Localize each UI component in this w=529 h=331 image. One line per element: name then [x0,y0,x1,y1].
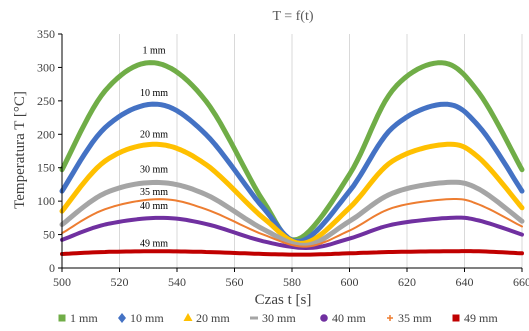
legend-marker [118,313,126,323]
annotations: 1 mm 10 mm 20 mm 30 mm 35 mm 40 mm 49 mm [140,46,168,250]
legend-marker [58,314,66,322]
series-annotation: 20 mm [140,129,168,140]
series-line-35-mm [61,198,523,248]
series-annotation: 49 mm [140,238,168,249]
legend-label: 10 mm [130,311,164,325]
legend-entry: 40 mm [320,311,366,325]
series-line-30-mm [59,179,525,248]
series-line-40-mm [60,215,524,250]
legend-marker [250,316,258,320]
y-tick-label: 200 [37,127,55,141]
x-tick-label: 500 [53,275,71,289]
legend-marker [183,313,193,321]
x-tick-label: 640 [456,275,474,289]
legend-label: 20 mm [196,311,230,325]
x-tick-label: 580 [283,275,301,289]
legend-entry: 35 mm [387,311,432,325]
x-tick-label: 560 [226,275,244,289]
y-tick-labels: 0 50 100 150 200 250 300 350 [37,27,62,275]
legend-marker [387,315,393,321]
x-tick-label: 540 [168,275,186,289]
x-axis-title: Czas t [s] [255,292,312,308]
legend-label: 1 mm [70,311,98,325]
series-annotation: 30 mm [140,165,168,176]
series-annotation: 35 mm [140,187,168,198]
y-tick-label: 350 [37,27,55,41]
series-annotation: 1 mm [142,46,165,57]
legend-entry: 20 mm [183,311,230,325]
x-tick-label: 620 [398,275,416,289]
x-tick-labels: 500 520 540 560 580 600 620 640 660 [53,268,529,289]
y-tick-label: 150 [37,161,55,175]
y-tick-label: 50 [43,228,55,242]
y-tick-label: 300 [37,60,55,74]
legend: 1 mm 10 mm 20 mm 30 mm 40 mm 35 mm 49 mm [58,311,498,325]
legend-marker [320,314,328,322]
x-tick-label: 660 [513,275,529,289]
legend-entry: 30 mm [250,311,296,325]
series-annotation: 40 mm [140,201,168,212]
y-tick-label: 0 [49,261,55,275]
legend-label: 49 mm [464,311,498,325]
legend-label: 35 mm [398,311,432,325]
legend-entry: 10 mm [118,311,164,325]
legend-label: 30 mm [262,311,296,325]
series-group [59,60,525,257]
chart-title: T = f(t) [272,9,313,24]
legend-label: 40 mm [332,311,366,325]
series-line-49-mm [60,249,524,257]
x-tick-label: 600 [341,275,359,289]
legend-entry: 49 mm [452,311,498,325]
legend-marker [452,314,460,322]
y-axis-title: Temperatura T [°C] [12,91,28,209]
x-tick-label: 520 [111,275,129,289]
series-annotation: 10 mm [140,88,168,99]
legend-entry: 1 mm [58,311,98,325]
y-tick-label: 100 [37,194,55,208]
y-tick-label: 250 [37,94,55,108]
